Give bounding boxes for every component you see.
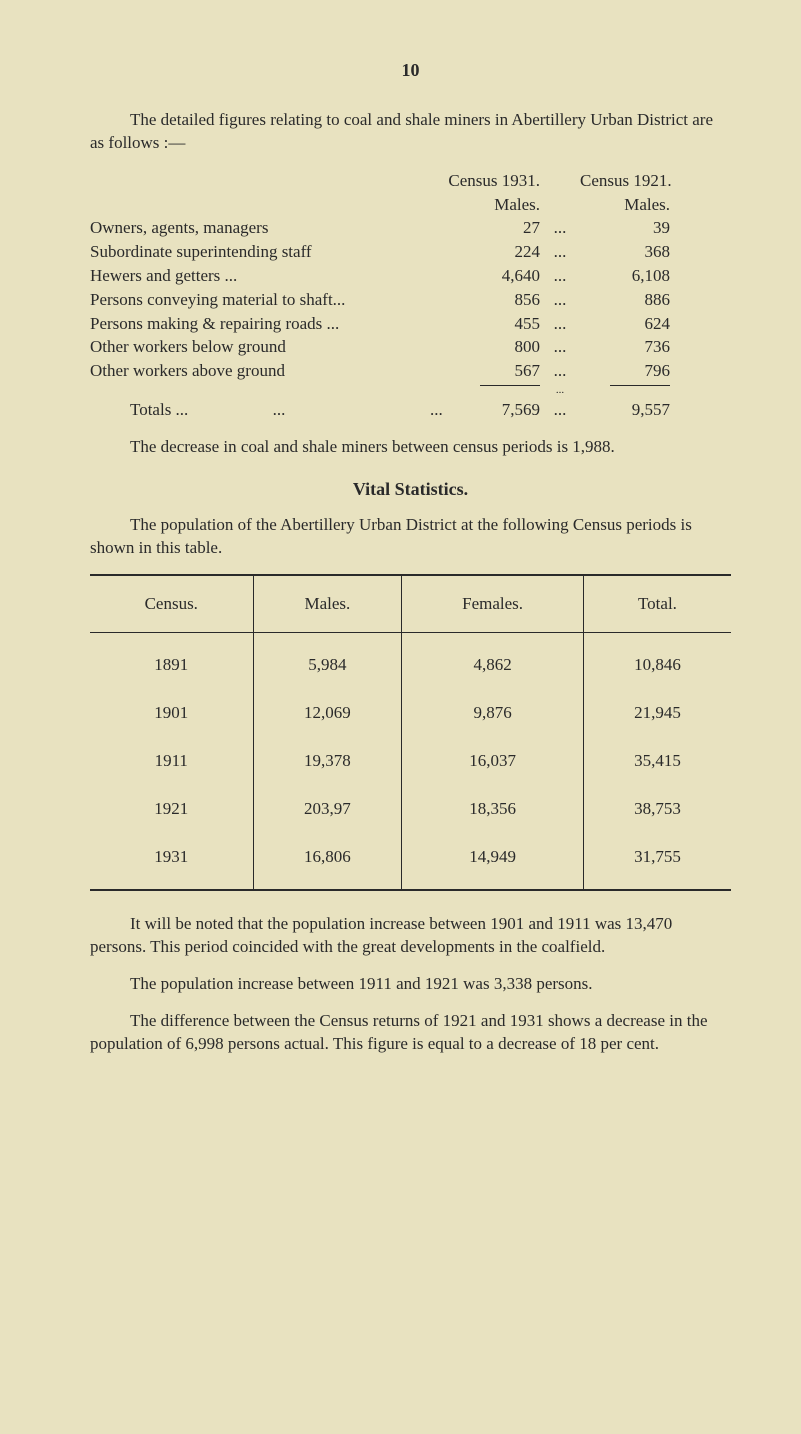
note-para-1: It will be noted that the population inc… <box>90 913 731 959</box>
census-sub-males-1: Males. <box>430 193 540 217</box>
census-row: Other workers above ground 567 ... 796 <box>90 359 731 383</box>
pop-col-males: Males. <box>253 575 402 633</box>
vital-statistics-heading: Vital Statistics. <box>90 479 731 500</box>
pop-row: 1931 16,806 14,949 31,755 <box>90 833 731 890</box>
pop-col-females: Females. <box>402 575 584 633</box>
census-sub-males-2: Males. <box>580 193 670 217</box>
document-page: 10 The detailed figures relating to coal… <box>0 0 801 1120</box>
intro-paragraph: The detailed figures relating to coal an… <box>90 109 731 155</box>
vital-intro-paragraph: The population of the Abertillery Urban … <box>90 514 731 560</box>
census-row: Persons conveying material to shaft... 8… <box>90 288 731 312</box>
pop-col-total: Total. <box>583 575 731 633</box>
census-totals-row: Totals ... ... ...7,569 ... 9,557 <box>90 398 731 422</box>
note-para-3: The difference between the Census return… <box>90 1010 731 1056</box>
pop-col-census: Census. <box>90 575 253 633</box>
pop-row: 1901 12,069 9,876 21,945 <box>90 689 731 737</box>
census-header-1931: Census 1931. <box>430 169 540 193</box>
note-para-2: The population increase between 1911 and… <box>90 973 731 996</box>
pop-row: 1921 203,97 18,356 38,753 <box>90 785 731 833</box>
decrease-paragraph: The decrease in coal and shale miners be… <box>90 436 731 459</box>
population-table: Census. Males. Females. Total. 1891 5,98… <box>90 574 731 891</box>
census-table: Census 1931. Census 1921. Males. Males. … <box>90 169 731 422</box>
page-number: 10 <box>90 60 731 81</box>
census-header-1921: Census 1921. <box>580 169 670 193</box>
pop-row: 1911 19,378 16,037 35,415 <box>90 737 731 785</box>
census-row: Subordinate superintending staff 224 ...… <box>90 240 731 264</box>
census-row: Persons making & repairing roads ... 455… <box>90 312 731 336</box>
pop-row: 1891 5,984 4,862 10,846 <box>90 633 731 690</box>
census-row: Hewers and getters ... 4,640 ... 6,108 <box>90 264 731 288</box>
census-row: Other workers below ground 800 ... 736 <box>90 335 731 359</box>
census-row: Owners, agents, managers 27 ... 39 <box>90 216 731 240</box>
